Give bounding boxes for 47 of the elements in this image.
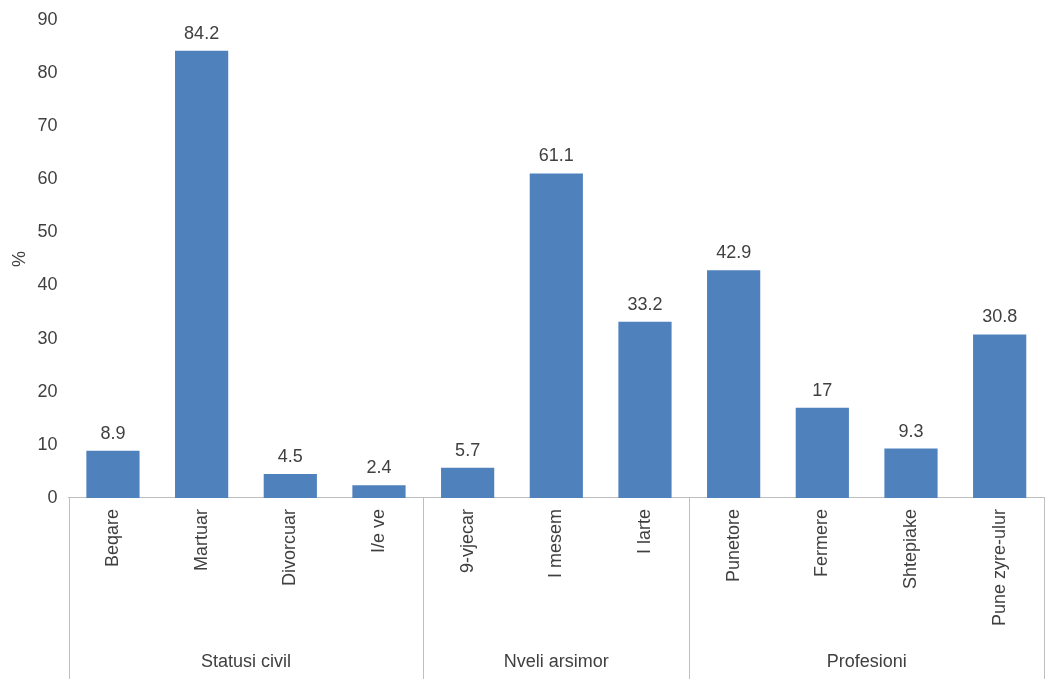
y-tick-label: 0	[47, 486, 58, 507]
x-tick-label: I mesem	[545, 508, 566, 578]
y-tick-label: 10	[37, 433, 58, 454]
data-label: 2.4	[366, 457, 392, 478]
y-tick-label: 70	[37, 115, 58, 136]
text: Statusi civil	[200, 650, 291, 671]
y-tick-label: 90	[37, 8, 58, 29]
y-tick-label: 80	[37, 62, 58, 83]
data-label: 30.8	[982, 306, 1018, 327]
x-tick-label: Martuar	[190, 508, 211, 571]
x-tick-label: Pune zyre-ulur	[988, 508, 1009, 627]
data-label: 5.7	[455, 439, 481, 460]
x-tick-label: Beqare	[101, 508, 122, 567]
bar	[707, 270, 761, 498]
bar	[884, 448, 938, 498]
data-label: 17	[812, 379, 833, 400]
data-label: 61.1	[538, 145, 574, 166]
data-label: 9.3	[898, 420, 924, 441]
y-tick-label: 60	[37, 168, 58, 189]
bar	[973, 334, 1027, 498]
x-tick-label: I larte	[633, 508, 654, 554]
data-label: 8.9	[100, 422, 126, 443]
data-label: 4.5	[277, 446, 303, 467]
bar	[175, 50, 229, 498]
data-label: 84.2	[184, 22, 220, 43]
y-tick-label: 40	[37, 274, 58, 295]
bar	[86, 450, 140, 498]
bar	[441, 467, 495, 498]
x-tick-label: I/e ve	[367, 508, 388, 553]
y-tick-label: 30	[37, 327, 58, 348]
data-label: 33.2	[627, 293, 663, 314]
x-tick-label: Fermere	[811, 508, 832, 577]
data-label: 42.9	[716, 242, 752, 263]
text: Nveli arsimor	[503, 650, 609, 671]
bar	[618, 321, 672, 498]
bar	[352, 485, 406, 498]
y-tick-label: 50	[37, 221, 58, 242]
x-tick-label: Punetore	[722, 508, 743, 583]
bar	[795, 407, 849, 498]
bar	[263, 474, 317, 498]
x-tick-label: 9-vjecar	[456, 508, 477, 573]
text: Profesioni	[826, 650, 907, 671]
x-tick-label: Divorcuar	[279, 508, 300, 586]
bar	[529, 173, 583, 498]
y-axis-title: %	[8, 250, 29, 267]
y-tick-label: 20	[37, 380, 58, 401]
x-tick-label: Shtepiake	[899, 508, 920, 590]
